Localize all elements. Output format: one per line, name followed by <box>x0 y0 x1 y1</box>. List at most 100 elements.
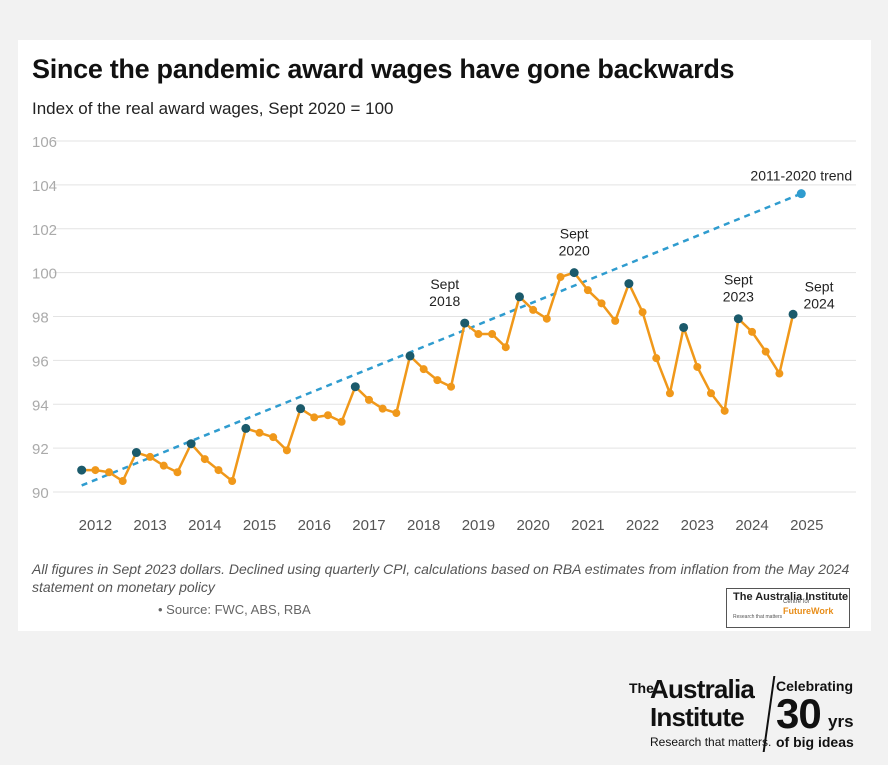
x-tick-label: 2012 <box>79 517 112 534</box>
australia-institute-logo: The Australia Institute Research that ma… <box>626 674 866 756</box>
y-tick-label: 92 <box>32 441 49 458</box>
data-point <box>706 389 715 398</box>
x-tick-label: 2018 <box>407 517 440 534</box>
data-point <box>720 406 729 415</box>
point-annotation: Sept 2018 <box>429 276 460 309</box>
data-point <box>501 343 510 352</box>
y-tick-label: 98 <box>32 310 49 327</box>
data-point <box>748 327 757 336</box>
data-point <box>323 411 332 420</box>
data-point <box>433 376 442 385</box>
logo-yrs: yrs <box>828 712 854 731</box>
data-point <box>775 369 784 378</box>
logo-thirty: 30 <box>776 690 822 737</box>
x-tick-label: 2025 <box>790 517 823 534</box>
y-tick-label: 106 <box>32 134 57 151</box>
chart-title: Since the pandemic award wages have gone… <box>32 54 735 84</box>
mini-logo-centre-small: Centre for <box>783 599 810 605</box>
x-tick-label: 2014 <box>188 517 221 534</box>
trend-endpoint <box>796 189 806 199</box>
data-point <box>652 354 661 363</box>
x-tick-label: 2020 <box>516 517 549 534</box>
y-tick-label: 100 <box>32 266 57 283</box>
mini-logo-centre-name: FutureWork <box>783 606 834 616</box>
highlight-point <box>186 439 196 449</box>
logo-australia: Australia <box>650 674 755 704</box>
highlight-point <box>733 314 743 324</box>
highlight-point <box>350 382 360 392</box>
x-tick-label: 2013 <box>133 517 166 534</box>
x-tick-label: 2017 <box>352 517 385 534</box>
x-tick-label: 2021 <box>571 517 604 534</box>
point-annotation: Sept 2020 <box>559 226 590 259</box>
y-tick-label: 90 <box>32 485 49 502</box>
data-point <box>693 362 702 371</box>
highlight-point <box>77 465 87 475</box>
highlight-point <box>296 404 306 414</box>
mini-logo-brand: The Australia Institute <box>733 591 849 603</box>
data-point <box>419 365 428 374</box>
y-tick-label: 94 <box>32 397 49 414</box>
x-tick-label: 2023 <box>681 517 714 534</box>
data-point <box>255 428 264 437</box>
data-point <box>337 417 346 426</box>
highlight-point <box>405 351 415 361</box>
trend-line <box>81 192 802 487</box>
data-point <box>146 452 155 461</box>
x-tick-label: 2015 <box>243 517 276 534</box>
chart-card: Since the pandemic award wages have gone… <box>18 40 871 631</box>
data-point <box>118 477 127 486</box>
data-point <box>228 477 237 486</box>
data-point <box>583 286 592 295</box>
line-chart: 90 92 94 96 98 100 102 104 106 2012 2013 2014 2015 20… <box>32 134 856 534</box>
highlight-point <box>569 268 579 278</box>
highlight-point <box>514 292 524 302</box>
data-point <box>488 330 497 339</box>
point-annotation: Sept 2024 <box>803 278 834 311</box>
data-point <box>105 468 114 477</box>
data-point <box>529 305 538 314</box>
x-tick-label: 2022 <box>626 517 659 534</box>
highlight-point <box>679 322 689 332</box>
mini-logo-tagline: Research that matters <box>733 614 783 620</box>
data-point <box>761 347 770 356</box>
data-point <box>159 461 168 470</box>
logo-institute: Institute <box>650 702 745 732</box>
data-point <box>282 446 291 455</box>
highlight-point <box>460 318 470 328</box>
y-tick-label: 104 <box>32 178 57 195</box>
point-annotation: Sept 2023 <box>723 272 754 305</box>
x-tick-label: 2019 <box>462 517 495 534</box>
data-point <box>173 468 182 477</box>
data-point <box>91 466 100 475</box>
logo-of-big-ideas: of big ideas <box>776 734 854 750</box>
centre-for-future-work-logo: The Australia Institute Research that ma… <box>726 588 850 628</box>
highlight-point <box>624 279 634 289</box>
logo-tagline: Research that matters. <box>650 735 772 749</box>
highlight-point <box>131 448 141 458</box>
data-point <box>364 395 373 404</box>
data-point <box>214 466 223 475</box>
data-point <box>447 382 456 391</box>
data-point <box>269 433 278 442</box>
data-point <box>638 308 647 317</box>
data-point <box>665 389 674 398</box>
highlight-point <box>241 423 251 433</box>
y-tick-label: 102 <box>32 222 57 239</box>
trend-label: 2011-2020 trend <box>750 168 852 184</box>
data-point <box>611 316 620 325</box>
data-point <box>378 404 387 413</box>
logo-celebrating: Celebrating <box>776 678 854 694</box>
logo-the: The <box>629 680 654 696</box>
data-point <box>200 455 209 464</box>
data-point <box>542 314 551 323</box>
chart-subtitle: Index of the real award wages, Sept 2020… <box>32 99 394 118</box>
data-point <box>474 330 483 339</box>
chart-source: • Source: FWC, ABS, RBA <box>158 602 311 617</box>
data-point <box>556 273 565 282</box>
chart-footnote: All figures in Sept 2023 dollars. Declin… <box>32 561 850 595</box>
highlight-point <box>788 309 798 319</box>
data-point <box>392 409 401 418</box>
data-point <box>310 413 319 422</box>
data-point <box>597 299 606 308</box>
